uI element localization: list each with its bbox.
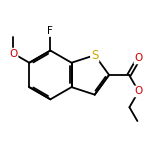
Text: O: O [9,49,17,59]
Text: O: O [135,54,143,63]
Text: S: S [91,49,98,62]
Text: F: F [47,26,53,36]
Text: O: O [135,86,143,96]
